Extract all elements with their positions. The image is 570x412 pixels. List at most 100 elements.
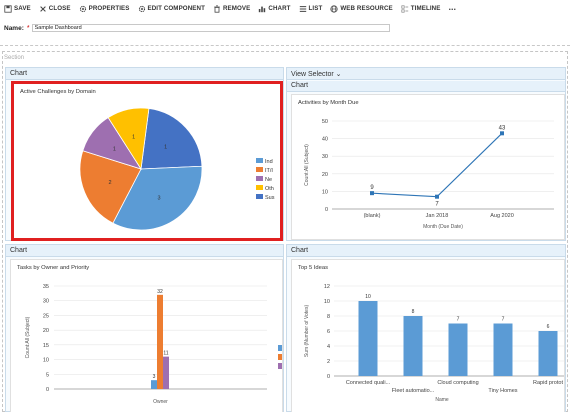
y-tick-label-0: 0 bbox=[327, 374, 330, 380]
web-resource-button[interactable]: WEB RESOURCE bbox=[330, 4, 393, 13]
y-tick-label-4: 20 bbox=[43, 328, 49, 334]
legend-swatch-1 bbox=[256, 167, 263, 172]
chart-panel-bottom-left[interactable]: Chart Tasks by Owner and Priority 0 5 10 15… bbox=[5, 244, 284, 412]
y-tick-label-3: 6 bbox=[327, 329, 330, 335]
pie-slice-1 bbox=[112, 165, 203, 231]
y-axis-title: Count:All (Subject) bbox=[304, 144, 310, 186]
legend-swatch-0 bbox=[278, 345, 282, 351]
legend-label-0: Ind bbox=[265, 159, 273, 165]
ideas-chart-container[interactable]: Top 5 Ideas 0 2 4 6 8 10 12 10 Connected quali..… bbox=[291, 259, 565, 412]
y-tick-label-5: 50 bbox=[322, 119, 328, 125]
line-chart-container[interactable]: Activities by Month Due 0 10 20 30 40 50 9 (bla… bbox=[291, 94, 565, 240]
line-chart: 0 10 20 30 40 50 9 (blank) 7 Jan 2018 43 Aug 2020 Mo… bbox=[304, 119, 554, 230]
bar-value-label-1: 32 bbox=[157, 289, 163, 295]
remove-button[interactable]: REMOVE bbox=[213, 4, 250, 13]
chart-button[interactable]: CHART bbox=[258, 5, 290, 13]
legend-swatch-2 bbox=[278, 363, 282, 369]
legend-label-2: Ne bbox=[265, 177, 272, 183]
chart-panel-top-left[interactable]: Chart Active Challenges by Domain 1 3 2 1 1 I… bbox=[5, 67, 284, 241]
pie-slice-0 bbox=[140, 108, 203, 170]
x-tick-label-0: Connected quali... bbox=[346, 380, 391, 386]
more-commands-button[interactable]: ... bbox=[448, 1, 456, 12]
x-tick-label-1: Jan 2018 bbox=[426, 213, 449, 219]
chevron-down-icon: ⌄ bbox=[335, 71, 342, 78]
legend-label-1: IT/I bbox=[265, 168, 273, 174]
tasks-bar-chart: 0 5 10 15 20 25 30 35 3 32 11 Owner Count:All (Subje… bbox=[25, 284, 282, 405]
data-label-1: 7 bbox=[435, 202, 439, 208]
name-row: Name: * bbox=[4, 24, 390, 32]
legend-swatch-4 bbox=[256, 194, 263, 199]
x-tick-label-0: (blank) bbox=[364, 213, 381, 219]
properties-label: PROPERTIES bbox=[88, 5, 130, 12]
name-input[interactable] bbox=[31, 24, 390, 32]
properties-button[interactable]: PROPERTIES bbox=[79, 5, 130, 13]
timeline-icon bbox=[401, 4, 408, 13]
list-label: LIST bbox=[308, 5, 323, 12]
view-selector-bar: View Selector ⌄ bbox=[287, 68, 565, 80]
y-tick-label-7: 35 bbox=[43, 284, 49, 290]
x-axis-title: Name bbox=[435, 397, 449, 403]
chart-title: Active Challenges by Domain bbox=[20, 89, 96, 95]
pie-chart: 1 3 2 1 1 Ind IT/I Ne Oth Sus bbox=[79, 107, 275, 231]
x-axis-title: Month (Due Date) bbox=[423, 224, 463, 230]
save-button[interactable]: SAVE bbox=[4, 4, 31, 13]
list-button[interactable]: LIST bbox=[299, 5, 323, 13]
bar-0 bbox=[151, 380, 157, 389]
chart-panel-top-right[interactable]: View Selector ⌄ Chart Activities by Mont… bbox=[286, 67, 566, 241]
y-axis-title: Count:All (Subject) bbox=[25, 316, 31, 358]
y-tick-label-2: 10 bbox=[43, 358, 49, 364]
timeline-label: TIMELINE bbox=[410, 5, 441, 12]
pie-slice-4 bbox=[107, 107, 150, 171]
y-tick-label-5: 25 bbox=[43, 313, 49, 319]
x-tick-label-2: Aug 2020 bbox=[490, 213, 514, 219]
save-icon bbox=[4, 4, 12, 13]
y-tick-label-0: 0 bbox=[46, 387, 49, 393]
bar-1 bbox=[157, 294, 163, 389]
edit-gear-icon bbox=[138, 5, 145, 12]
y-tick-label-1: 5 bbox=[46, 372, 49, 378]
legend-label-3: Oth bbox=[265, 186, 274, 192]
y-tick-label-1: 10 bbox=[322, 189, 328, 195]
chart-label: CHART bbox=[268, 5, 291, 12]
trash-icon bbox=[214, 4, 220, 13]
panel-header: Chart bbox=[6, 68, 283, 80]
view-selector-dropdown[interactable]: View Selector ⌄ bbox=[291, 71, 342, 78]
y-tick-label-2: 20 bbox=[322, 172, 328, 178]
tasks-chart-container[interactable]: Tasks by Owner and Priority 0 5 10 15 20 25 30… bbox=[10, 259, 283, 412]
pie-chart-container[interactable]: Active Challenges by Domain 1 3 2 1 1 Ind IT/I… bbox=[11, 81, 283, 241]
close-label: CLOSE bbox=[48, 5, 71, 12]
bar-2 bbox=[448, 323, 468, 376]
web-resource-label: WEB RESOURCE bbox=[340, 5, 393, 12]
required-asterisk: * bbox=[26, 24, 30, 32]
pie-slice-label-4: 1 bbox=[132, 134, 135, 140]
panel-header: Chart bbox=[287, 81, 565, 92]
ideas-bar-chart: 0 2 4 6 8 10 12 10 Connected quali... 8 Fleet auto… bbox=[304, 284, 564, 403]
chart-title: Activities by Month Due bbox=[298, 100, 359, 106]
data-label-2: 43 bbox=[499, 125, 506, 131]
y-tick-label-1: 2 bbox=[327, 359, 330, 365]
legend-swatch-1 bbox=[278, 354, 282, 360]
panel-header: Chart bbox=[6, 245, 283, 257]
list-icon bbox=[299, 5, 306, 12]
bar-value-label-2: 11 bbox=[163, 351, 168, 357]
chart-panel-bottom-right[interactable]: Chart Top 5 Ideas 0 2 4 6 8 10 12 10 Connected q… bbox=[286, 244, 566, 412]
y-tick-label-2: 4 bbox=[327, 344, 330, 350]
legend-label-4: Sus bbox=[265, 195, 275, 201]
name-label: Name: bbox=[4, 24, 24, 32]
close-button[interactable]: CLOSE bbox=[39, 5, 71, 13]
y-tick-label-0: 0 bbox=[325, 207, 328, 213]
edit-component-button[interactable]: EDIT COMPONENT bbox=[138, 5, 205, 13]
bar-0 bbox=[358, 301, 378, 376]
save-label: SAVE bbox=[14, 5, 31, 12]
y-axis-title: Sum (Number of Votes) bbox=[304, 305, 310, 358]
bar-chart-icon bbox=[259, 6, 266, 12]
y-tick-label-3: 15 bbox=[43, 343, 49, 349]
y-tick-label-4: 8 bbox=[327, 314, 330, 320]
section-label: Section bbox=[4, 55, 25, 61]
data-point-0 bbox=[370, 191, 374, 196]
view-selector-label: View Selector bbox=[291, 71, 334, 78]
timeline-button[interactable]: TIMELINE bbox=[401, 4, 441, 13]
chart-title: Tasks by Owner and Priority bbox=[17, 265, 90, 271]
x-axis-title: Owner bbox=[153, 399, 168, 405]
header-divider bbox=[0, 45, 570, 46]
